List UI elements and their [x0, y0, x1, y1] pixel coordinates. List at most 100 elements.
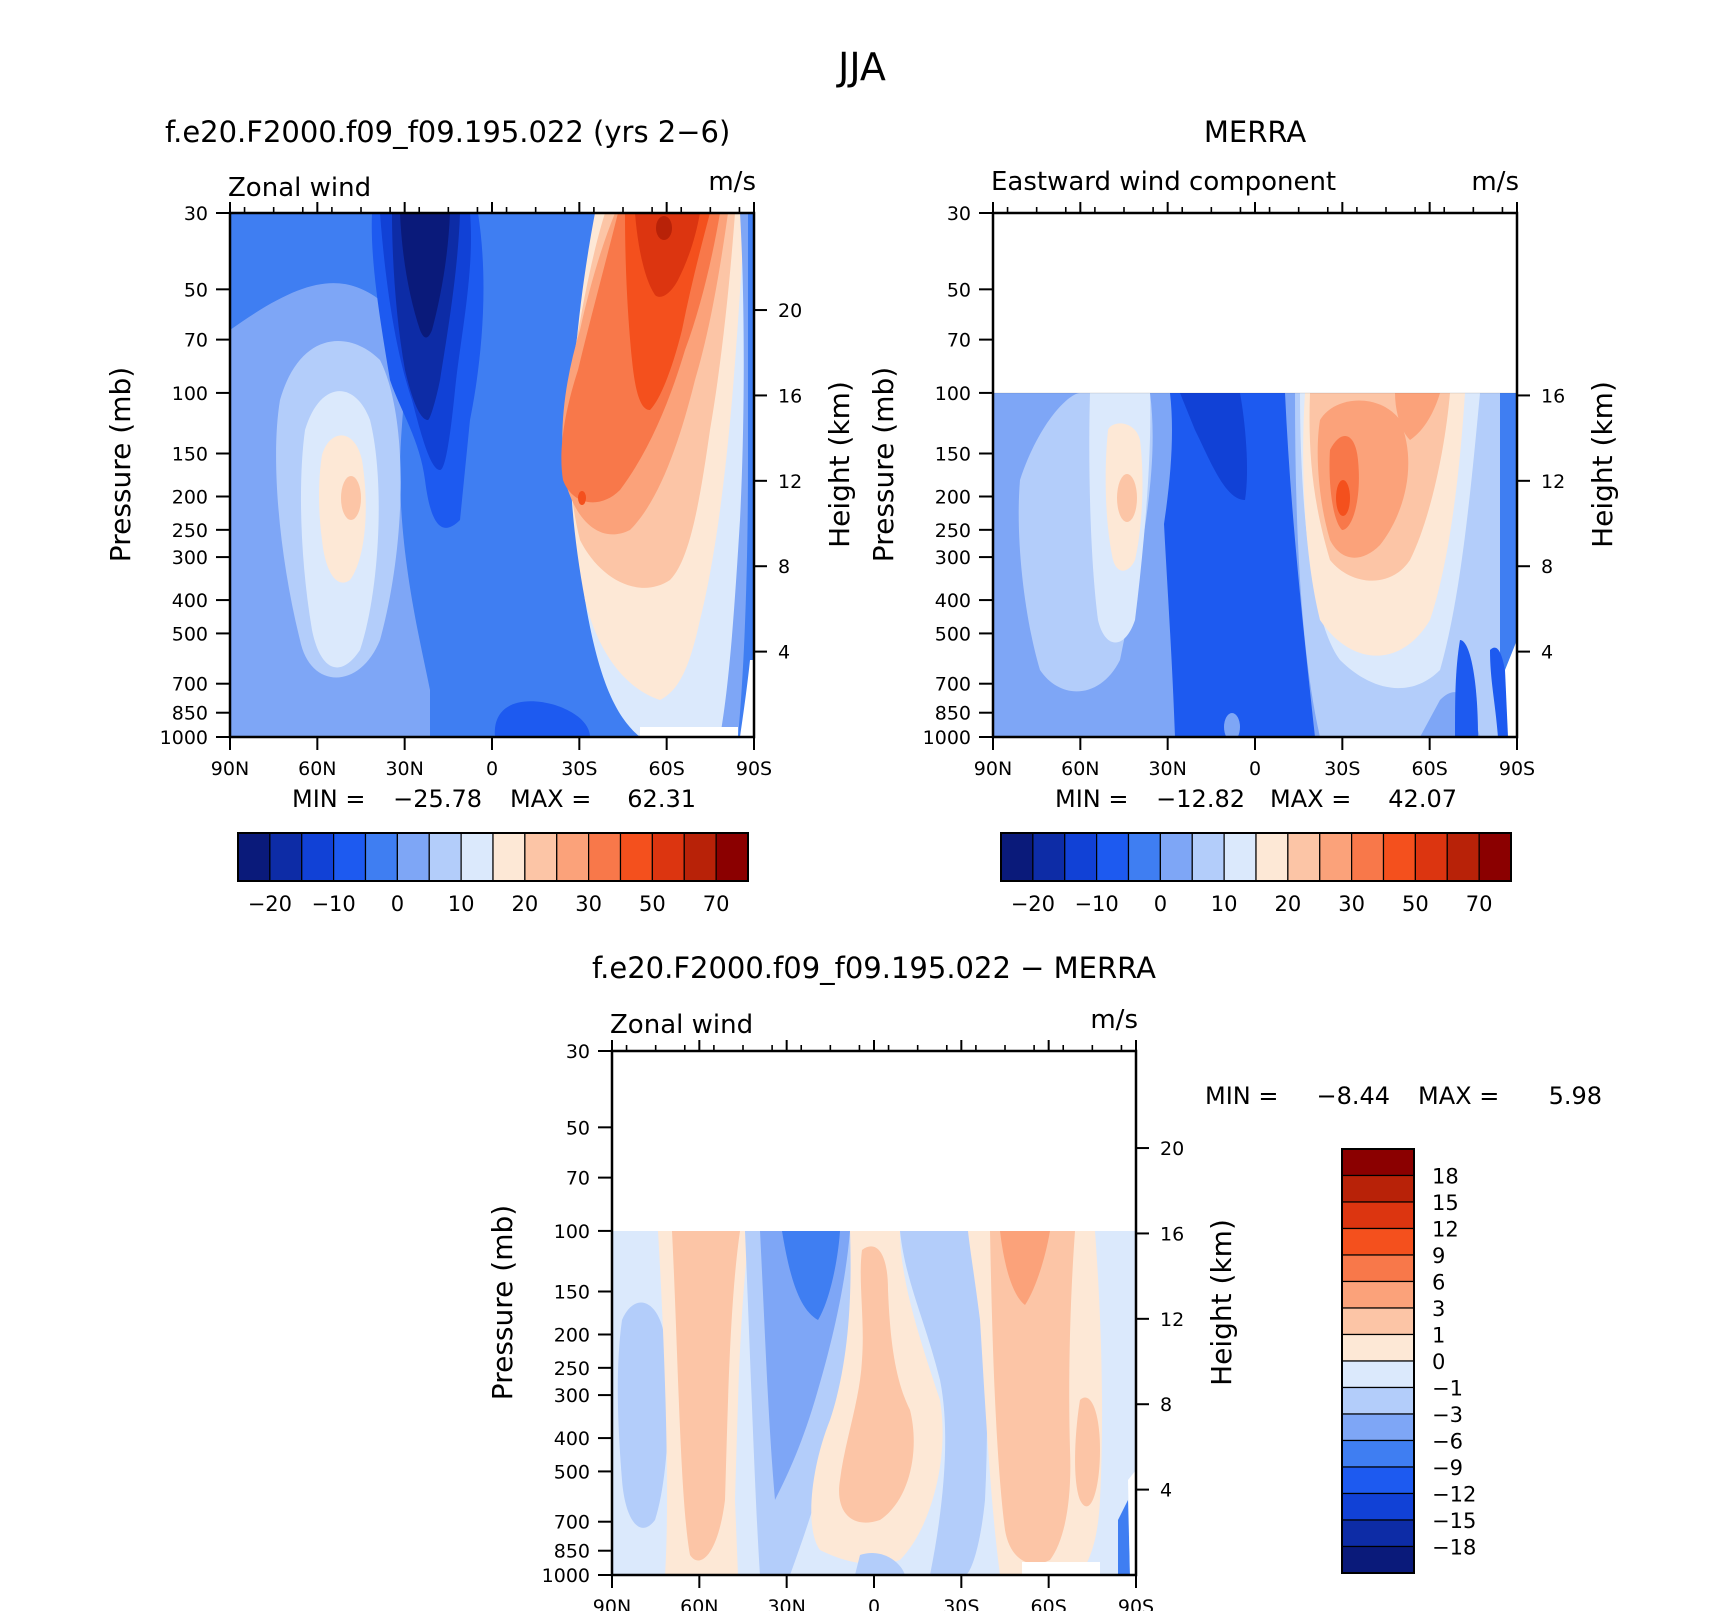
panel-merra-colorbar-swatch [1096, 832, 1130, 882]
panel-model-ytick-label: 100 [172, 383, 208, 405]
panel-difference-title: f.e20.F2000.f09_f09.195.022 − MERRA [592, 951, 1156, 985]
panel-merra-max-label: MAX = [1270, 785, 1351, 813]
panel-difference: f.e20.F2000.f09_f09.195.022 − MERRA Zona… [486, 951, 1602, 1611]
panel-model-ytick-label: 400 [172, 590, 208, 612]
panel-difference-xtick-label: 0 [868, 1596, 880, 1611]
panel-difference-colorbar-tick-label: 15 [1432, 1191, 1459, 1215]
panel-model-ytick-label: 1000 [160, 727, 208, 749]
panel-difference-xtick-label: 30N [767, 1596, 805, 1611]
panel-model-colorbar-swatch [683, 832, 717, 882]
panel-model-max-label: MAX = [510, 785, 591, 813]
panel-merra-colorbar: −20 −10 0 10 20 30 50 70 [1000, 832, 1512, 916]
panel-merra-ytick-label: 70 [947, 330, 971, 352]
panel-difference-min-value: −8.44 [1316, 1082, 1390, 1110]
panel-merra-ytick-label: 250 [935, 520, 971, 542]
panel-difference-colorbar-swatch [1341, 1492, 1415, 1521]
panel-model-axes: 305070100150200250300400500700850100090N… [104, 202, 856, 780]
panel-merra-colorbar-frame [1000, 832, 1512, 882]
panel-difference-ytick-label: 1000 [542, 1565, 590, 1587]
panel-model-height-tick-label: 16 [778, 385, 802, 407]
panel-merra-colorbar-swatch [1064, 832, 1098, 882]
panel-merra-ytick-label: 150 [935, 444, 971, 466]
panel-model-colorbar-swatch [333, 832, 367, 882]
panel-difference-colorbar-tick-label: −15 [1432, 1509, 1476, 1533]
panel-difference-colorbar-swatch [1341, 1307, 1415, 1336]
panel-model-colorbar-tick-label: 50 [639, 892, 666, 916]
panel-merra-ylabel: Pressure (mb) [867, 367, 900, 562]
panel-merra-colorbar-tick-label: −20 [1011, 892, 1055, 916]
panel-difference-max-value: 5.98 [1549, 1082, 1602, 1110]
panel-difference-colorbar-tick-label: −18 [1432, 1536, 1476, 1560]
panel-merra-ytick-label: 50 [947, 279, 971, 301]
panel-difference-colorbar-tick-label: 3 [1432, 1297, 1445, 1321]
figure-title: JJA [836, 45, 886, 89]
panel-merra-colorbar-swatch [1223, 832, 1257, 882]
panel-difference-colorbar-swatch [1341, 1386, 1415, 1415]
panel-model-colorbar-swatch [428, 832, 462, 882]
panel-model-xtick-label: 60N [298, 758, 336, 780]
panel-model-colorbar-swatch [364, 832, 398, 882]
panel-difference-colorbar-swatch [1341, 1333, 1415, 1362]
panel-difference-colorbar-swatch [1341, 1227, 1415, 1256]
panel-difference-ytick-label: 50 [566, 1117, 590, 1139]
panel-merra-units: m/s [1471, 167, 1519, 197]
panel-difference-ytick-label: 400 [554, 1428, 590, 1450]
panel-merra-colorbar-tick-label: 30 [1338, 892, 1365, 916]
panel-merra-colorbar-swatch [1414, 832, 1448, 882]
panel-model-colorbar-tick-label: −20 [248, 892, 292, 916]
panel-model-ytick-label: 500 [172, 623, 208, 645]
panel-difference-colorbar-tick-label: −9 [1432, 1456, 1463, 1480]
panel-merra-min-value: −12.82 [1156, 785, 1245, 813]
panel-model-ylabel-right: Height (km) [823, 381, 856, 548]
panel-model-xtick-label: 90S [736, 758, 772, 780]
panel-merra-ytick-label: 30 [947, 203, 971, 225]
panel-difference-colorbar-swatch [1341, 1466, 1415, 1495]
panel-difference-xtick-label: 60N [680, 1596, 718, 1611]
panel-merra-colorbar-tick-label: 10 [1211, 892, 1238, 916]
panel-difference-xtick-label: 90S [1118, 1596, 1154, 1611]
panel-model-colorbar-tick-label: 0 [391, 892, 404, 916]
panel-difference-colorbar-swatch [1341, 1148, 1415, 1177]
panel-model-colorbar: −20 −10 0 10 20 30 50 70 [237, 832, 749, 916]
panel-model-ytick-label: 200 [172, 486, 208, 508]
panel-model-colorbar-swatch [619, 832, 653, 882]
panel-difference-ylabel-right: Height (km) [1205, 1219, 1238, 1386]
panel-difference-contours [612, 1231, 1136, 1575]
panel-merra-ylabel-right: Height (km) [1586, 381, 1619, 548]
panel-merra-xtick-label: 60N [1061, 758, 1099, 780]
panel-model-xtick-label: 30S [561, 758, 597, 780]
panel-model-xtick-label: 30N [385, 758, 423, 780]
panel-merra-height-tick-label: 12 [1541, 471, 1565, 493]
panel-difference-colorbar-swatch [1341, 1201, 1415, 1230]
panel-model-ylabel: Pressure (mb) [104, 367, 137, 562]
panel-difference-colorbar-tick-label: 1 [1432, 1324, 1445, 1348]
panel-merra-ytick-label: 1000 [923, 727, 971, 749]
panel-difference-colorbar-frame [1341, 1148, 1415, 1574]
panel-difference-colorbar-tick-label: −6 [1432, 1430, 1463, 1454]
panel-model-colorbar-swatch [301, 832, 335, 882]
panel-model-colorbar-swatch [651, 832, 685, 882]
panel-merra-colorbar-tick-label: 70 [1466, 892, 1493, 916]
panel-difference-colorbar-swatch [1341, 1519, 1415, 1548]
panel-difference-ytick-label: 500 [554, 1461, 590, 1483]
panel-merra-title: MERRA [1204, 115, 1306, 149]
panel-merra-height-tick-label: 4 [1541, 642, 1553, 664]
panel-merra-height-tick-label: 8 [1541, 556, 1553, 578]
panel-difference-colorbar-swatch [1341, 1439, 1415, 1468]
panel-model-min-label: MIN = [292, 785, 365, 813]
panel-merra-xtick-label: 60S [1412, 758, 1448, 780]
panel-merra-xtick-label: 90S [1499, 758, 1535, 780]
panel-model-ytick-label: 250 [172, 520, 208, 542]
panel-merra-min-label: MIN = [1055, 785, 1128, 813]
panel-difference-variable: Zonal wind [610, 1010, 753, 1040]
panel-difference-ytick-label: 200 [554, 1324, 590, 1346]
panel-model-max-value: 62.31 [627, 785, 696, 813]
panel-merra-colorbar-swatch [1159, 832, 1193, 882]
panel-difference-ytick-label: 300 [554, 1385, 590, 1407]
panel-model-colorbar-swatch [524, 832, 558, 882]
panel-model-contours [230, 213, 754, 737]
panel-difference-height-tick-label: 12 [1160, 1309, 1184, 1331]
panel-difference-colorbar-swatch [1341, 1413, 1415, 1442]
panel-difference-colorbar-swatch [1341, 1360, 1415, 1389]
